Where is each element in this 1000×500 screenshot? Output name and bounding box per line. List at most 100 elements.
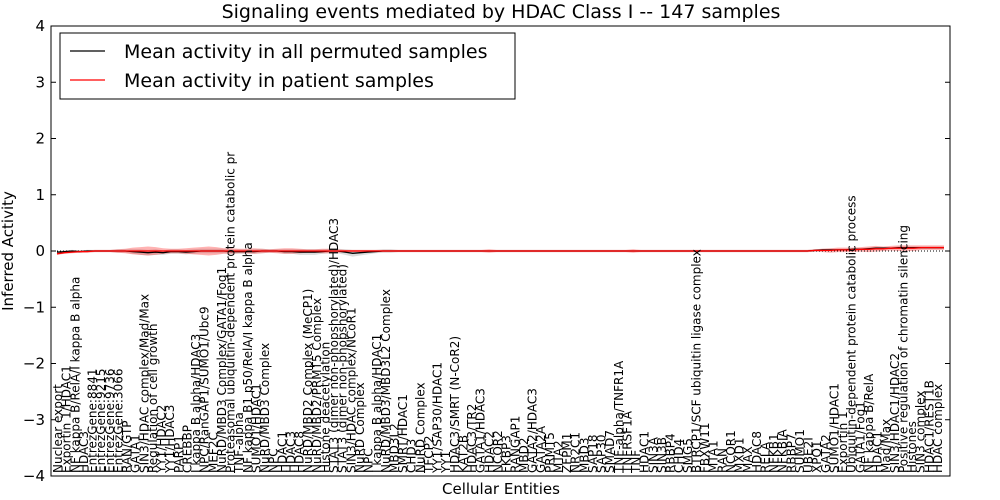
x-tick-label: SIN3A [646, 436, 660, 473]
x-tick-label: RELA [759, 441, 773, 473]
x-tick-label: SUMO1/HDAC1 [249, 383, 263, 473]
x-tick-label: EntrezGene:9215 [94, 369, 108, 474]
x-tick-label: RANGAP1 [508, 416, 522, 473]
y-tick-label: 2 [35, 130, 45, 148]
x-tick-label: KAT2B [457, 435, 471, 473]
x-tick-label: NF kappa B/RelA/I kappa B alpha [68, 277, 82, 473]
x-tick-label: HDAC8 [293, 431, 307, 473]
x-tick-label: HDAC1 [638, 431, 652, 473]
x-tick-label: PARP1 [172, 435, 186, 473]
y-tick-label: −2 [23, 355, 45, 373]
x-tick-label: HDAC2 [482, 431, 496, 473]
x-tick-label: GATA2A [534, 425, 548, 473]
x-tick-label: BTRCP1/SCF ubiquitin ligase complex [689, 249, 703, 473]
x-tick-label: EntrezGene:8841 [86, 369, 100, 474]
x-tick-label: HDAC3 [77, 431, 91, 473]
x-tick-label: HDAC3/TR2 [465, 404, 479, 473]
x-tick-label: SIN3B [655, 437, 669, 473]
x-tick-label: HDAC1/REST1B [922, 380, 936, 473]
x-tick-label: Exportin 1 [836, 411, 850, 473]
x-tick-label: NCOR1 [724, 430, 738, 473]
x-tick-label: Mad/Max [879, 419, 893, 473]
x-tick-label: CREBBP [180, 425, 194, 473]
x-tick-label: NF kappa B1 p50/RelA/I kappa B alpha [241, 242, 255, 473]
x-tick-label: EntrezGene:9736 [103, 369, 117, 474]
x-tick-label: NuRD Complex [413, 382, 427, 473]
x-tick-label: I kappa B alpha/HDAC1 [370, 334, 384, 473]
legend-label-permuted: Mean activity in all permuted samples [124, 41, 487, 63]
x-tick-label: SMRT/HDAC1 [396, 394, 410, 473]
x-tick-label: NF kappa B/RelA [862, 373, 876, 473]
x-tick-label: NPC [267, 448, 281, 473]
x-tick-label: GATA1/Fog1 [853, 401, 867, 473]
x-tick-label: SUMO1/HDAC1 [828, 383, 842, 473]
x-tick-label: GATA1 [129, 434, 143, 473]
y-tick-label: −1 [23, 298, 45, 316]
y-tick-label: −4 [23, 467, 45, 485]
x-tick-label: YY1/HDAC3 [163, 405, 177, 474]
x-tick-label: SIN3/HDAC complex/NCoR1 [344, 307, 358, 473]
series-line [56, 246, 944, 255]
x-tick-label: MAX [741, 446, 755, 473]
x-tick-label: TNFRSF1A [620, 410, 634, 474]
chart-title: Signaling events mediated by HDAC Class … [222, 1, 781, 23]
x-tick-label: CHD4 [672, 439, 686, 473]
x-tick-label: MBD3 [577, 438, 591, 473]
y-axis-label: Inferred Activity [0, 191, 17, 311]
x-tick-label: TNF-alpha [232, 412, 246, 474]
x-tick-label: NuRD Complex [353, 382, 367, 473]
x-tick-label: GATA2/HDAC3 [526, 388, 540, 473]
y-tick-label: −3 [23, 411, 45, 429]
x-tick-label: FKBP3 [500, 435, 514, 473]
x-tick-label: MTA1 [707, 440, 721, 473]
x-tick-label: HDAC3 [284, 431, 298, 473]
x-tick-label: STAT3 (dimer non-phopshorylated)/HDAC3 [327, 218, 341, 473]
x-tick-label: NFKB1 [767, 433, 781, 473]
x-tick-label: NuRD/MBD3 Complex [258, 343, 272, 473]
y-tick-label: 4 [35, 17, 45, 35]
y-tick-label: 0 [35, 242, 45, 260]
legend-box [59, 32, 516, 100]
x-tick-label: SIN3 complex [914, 391, 928, 473]
x-tick-label: XPO1 [810, 440, 824, 473]
x-tick-label: Histone deacetylation [319, 342, 333, 473]
x-tick-label: UBE2I [802, 437, 816, 473]
x-tick-label: Proteasomal ubiquitin-dependent protein … [224, 152, 238, 473]
x-tick-label: YY1 [439, 451, 453, 474]
x-tick-label: Histones [905, 421, 919, 473]
legend-label-patient: Mean activity in patient samples [124, 70, 434, 92]
x-tick-label: NFKBIA [776, 428, 790, 473]
x-tick-label: SAP30 [595, 434, 609, 473]
x-tick-label: MBD3L2 [388, 423, 402, 473]
x-tick-label: Regulation of cell growth [146, 324, 160, 474]
x-tick-label: MTA2 [551, 440, 565, 473]
x-tick-label: Nuclear export [51, 384, 65, 473]
x-tick-label: Ubiquitin-dependent protein catabolic pr… [845, 195, 859, 473]
x-tick-label: NuRD/MBD3/MBD3L2 Complex [379, 289, 393, 473]
x-tick-label: RBBP7 [784, 433, 798, 473]
y-axis: −4 −3 −2 −1 0 1 2 3 4 [23, 17, 950, 485]
x-tick-label: NuRD/MBD3 Complex/GATA1/Fog1 [215, 267, 229, 473]
x-tick-label: PRMT5 [543, 432, 557, 473]
x-tick-label: NuRD/MBD2 Complex (MeCP1) [301, 289, 315, 473]
y-tick-label: 3 [35, 73, 45, 91]
x-tick-label: Positive regulation of chromatin silenci… [897, 225, 911, 473]
x-tick-label: HDAC1 [871, 431, 885, 473]
x-tick-label: TNF-alpha/TNFR1A [612, 360, 626, 474]
x-tick-label: MXD1 [733, 438, 747, 473]
x-tick-label: SMG5 [681, 438, 695, 473]
x-tick-label: TFCP2 [422, 436, 436, 474]
x-tick-label: NuRD/MBD2/PRMT5 Complex [310, 298, 324, 473]
x-tick-label: MEF2C [206, 432, 220, 473]
x-tick-label: I kappa B alpha/HDAC3 [189, 334, 203, 473]
x-tick-label: MBD2 [517, 438, 531, 473]
x-tick-label: CHD3 [405, 439, 419, 473]
x-tick-label: SIN3/HDAC complex/Mad/Max [137, 294, 151, 473]
x-tick-label: RAN [715, 448, 729, 473]
x-tick-label: RAN/GTP [120, 420, 134, 473]
series-lines [56, 246, 944, 255]
y-tick-label: 1 [35, 186, 45, 204]
x-tick-label: TNF [629, 450, 643, 474]
x-tick-label: FBXW11 [698, 423, 712, 474]
